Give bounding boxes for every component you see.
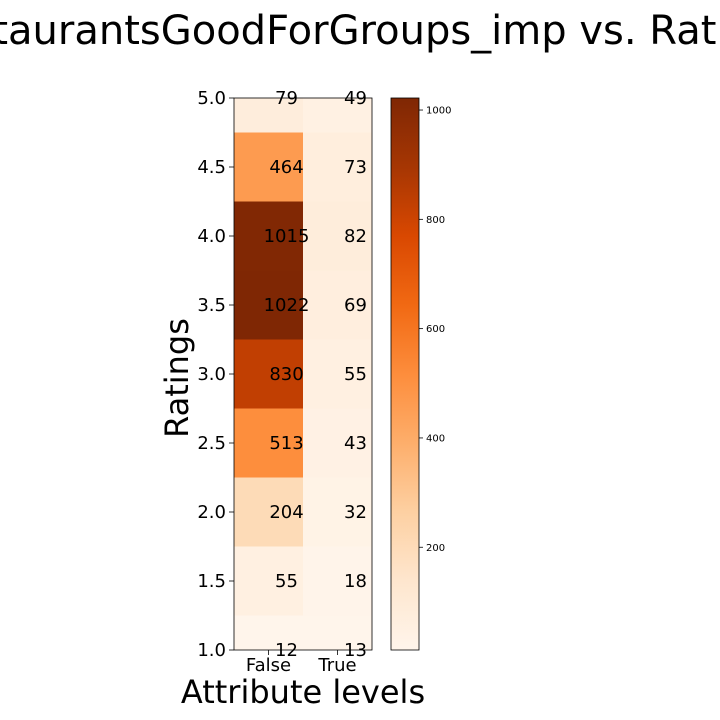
- cell-value-labels: 12 13 55 18 204 32 513 43 830 55 1022 69 1015 82 464 73…: [264, 88, 367, 661]
- cell-value-label: 18: [344, 571, 367, 592]
- heatmap-cell: [303, 339, 372, 409]
- x-axis-label: Attribute levels: [181, 673, 425, 711]
- colorbar-tick-label: 400: [426, 433, 445, 444]
- heatmap-cells: [234, 98, 372, 650]
- cell-value-label: 43: [344, 433, 367, 454]
- x-tick-label: False: [246, 655, 291, 676]
- cell-value-label: 513: [269, 433, 303, 454]
- colorbar-ticks: 200 400 600 800 1000: [419, 106, 451, 554]
- heatmap-cell: [234, 477, 303, 547]
- chart-title: RestaurantsGoodForGroups_imp vs. Ratings: [0, 8, 720, 54]
- y-tick-label: 3.0: [197, 364, 226, 385]
- heatmap-cell: [303, 132, 372, 202]
- y-tick-label: 1.5: [197, 571, 226, 592]
- cell-value-label: 204: [269, 502, 303, 523]
- cell-value-label: 73: [344, 157, 367, 178]
- heatmap-cell: [234, 201, 303, 271]
- colorbar: [390, 97, 420, 651]
- y-tick-label: 1.0: [197, 640, 226, 661]
- heatmap-cell: [303, 546, 372, 616]
- y-tick-label: 2.5: [197, 433, 226, 454]
- colorbar-tick-label: 600: [426, 324, 445, 335]
- y-tick-label: 5.0: [197, 88, 226, 109]
- x-axis-ticks: False True: [246, 650, 357, 676]
- y-tick-label: 4.0: [197, 226, 226, 247]
- y-tick-label: 2.0: [197, 502, 226, 523]
- cell-value-label: 830: [269, 364, 303, 385]
- heatmap-cell: [303, 98, 372, 133]
- heatmap-cell: [303, 615, 372, 650]
- cell-value-label: 12: [275, 640, 298, 661]
- colorbar-tick-label: 200: [426, 543, 445, 554]
- cell-value-label: 32: [344, 502, 367, 523]
- heatmap-cell: [234, 408, 303, 478]
- heatmap-cell: [234, 132, 303, 202]
- cell-value-label: 49: [344, 88, 367, 109]
- cell-value-label: 1015: [264, 226, 310, 247]
- heatmap-cell: [303, 477, 372, 547]
- heatmap-cell: [234, 339, 303, 409]
- heatmap-cell: [234, 270, 303, 340]
- cell-value-label: 55: [275, 571, 298, 592]
- cell-value-label: 1022: [264, 295, 310, 316]
- cell-value-label: 69: [344, 295, 367, 316]
- x-tick-label: True: [317, 655, 356, 676]
- y-axis-label: Ratings: [158, 318, 196, 438]
- cell-value-label: 13: [344, 640, 367, 661]
- heatmap-cell: [234, 615, 303, 650]
- heatmap-cell: [303, 408, 372, 478]
- colorbar-tick-label: 800: [426, 215, 445, 226]
- heatmap-cell: [234, 98, 303, 133]
- cell-value-label: 464: [269, 157, 303, 178]
- heatmap-cell: [303, 270, 372, 340]
- y-tick-label: 3.5: [197, 295, 226, 316]
- colorbar-tick-label: 1000: [426, 106, 451, 117]
- cell-value-label: 82: [344, 226, 367, 247]
- heatmap-cell: [303, 201, 372, 271]
- heatmap-cell: [234, 546, 303, 616]
- cell-value-label: 55: [344, 364, 367, 385]
- y-axis-ticks: 1.0 1.5 2.0 2.5 3.0 3.5 4.0 4.5 5.0: [197, 88, 234, 661]
- cell-value-label: 79: [275, 88, 298, 109]
- y-tick-label: 4.5: [197, 157, 226, 178]
